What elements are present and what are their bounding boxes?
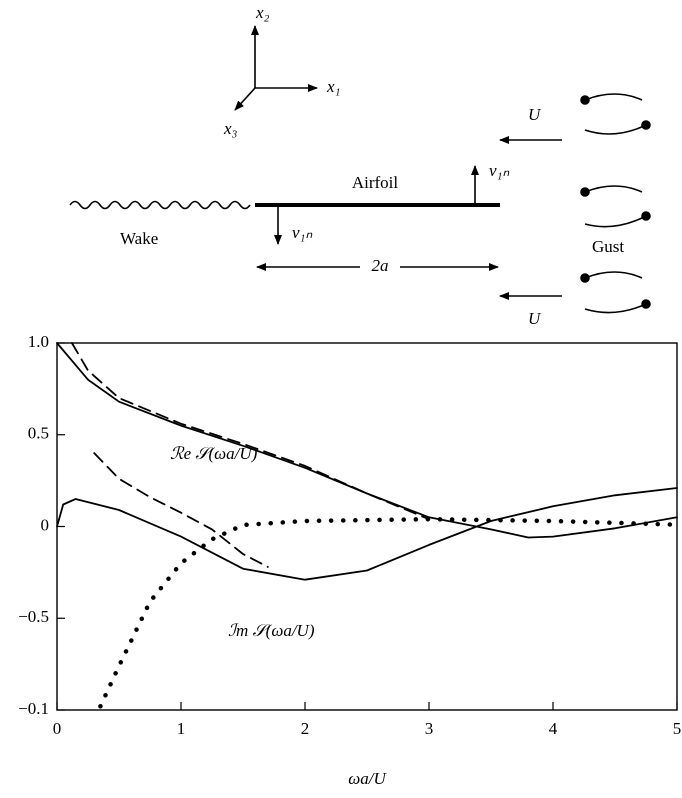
curve: [57, 343, 677, 538]
axis-label: x₂: [255, 3, 270, 22]
dimension-label: 2a: [372, 256, 389, 275]
x-axis-label: ωa/U: [348, 769, 387, 788]
axis-label: x₃: [223, 119, 238, 138]
y-tick-label: −0.5: [18, 607, 49, 626]
x-tick-label: 4: [549, 719, 558, 738]
wake-label: Wake: [120, 229, 158, 248]
annotation: ℐm 𝒮(ωa/U): [228, 621, 315, 640]
velocity-label: v₁ₙ: [489, 161, 509, 180]
y-tick-label: 1.0: [28, 332, 49, 351]
curve: [57, 488, 677, 580]
gust-vortices: [581, 94, 650, 313]
curve: [100, 519, 677, 706]
x-tick-label: 1: [177, 719, 186, 738]
plot-frame: [57, 343, 677, 710]
flow-label: U: [528, 309, 542, 328]
airfoil-label: Airfoil: [352, 173, 399, 192]
y-tick-label: 0: [41, 515, 50, 534]
flow-label: U: [528, 105, 542, 124]
x-tick-label: 3: [425, 719, 434, 738]
curve: [72, 343, 429, 519]
y-tick-label: 0.5: [28, 424, 49, 443]
gust-label: Gust: [592, 237, 624, 256]
axis-label: x₁: [326, 77, 340, 96]
wake: [70, 202, 250, 209]
axis-arrow: [235, 88, 255, 110]
diagram: [70, 26, 650, 313]
y-tick-label: −0.1: [18, 699, 49, 718]
velocity-label: v₁ₙ: [292, 223, 312, 242]
x-tick-label: 2: [301, 719, 310, 738]
x-tick-label: 5: [673, 719, 682, 738]
x-tick-label: 0: [53, 719, 62, 738]
figure: x₂ x₁ x₃ U v₁ₙ Airfoil Wake v₁ₙ Gust 2a …: [0, 0, 682, 798]
